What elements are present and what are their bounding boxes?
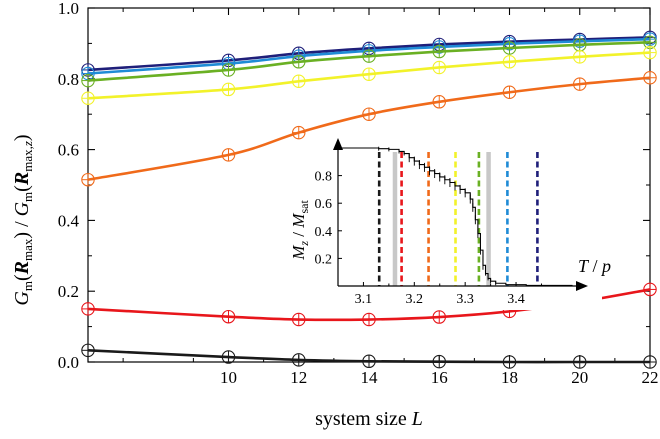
data-point	[432, 44, 446, 59]
x-tick-label: 22	[642, 368, 659, 387]
data-point	[643, 45, 657, 60]
series-4	[81, 70, 657, 187]
data-point	[291, 55, 306, 69]
inset-x-tick-label: 3.3	[456, 292, 474, 307]
data-point	[362, 354, 376, 369]
data-point	[221, 82, 236, 97]
data-point	[432, 310, 446, 324]
y-tick-label: 0.0	[58, 353, 79, 372]
x-tick-label: 16	[431, 368, 448, 387]
data-point	[572, 77, 587, 91]
data-point	[432, 60, 446, 75]
y-tick-label: 0.8	[58, 70, 79, 89]
data-point	[81, 172, 95, 187]
x-tick-label: 12	[290, 368, 307, 387]
x-tick-label: 10	[220, 368, 237, 387]
data-point	[502, 41, 517, 55]
data-point	[291, 74, 306, 89]
data-point	[221, 148, 236, 162]
x-tick-label: 18	[501, 368, 518, 387]
y-axis-label: Gm(Rmax) / Gm(Rmax,z)	[11, 134, 35, 305]
inset-y-tick-label: 0.8	[315, 170, 333, 185]
inset-vlines	[377, 152, 539, 286]
main-series-group	[81, 30, 657, 369]
inset-y-arrow	[333, 138, 343, 150]
data-point	[643, 282, 657, 297]
x-tick-label: 14	[361, 368, 379, 387]
data-point	[221, 309, 236, 324]
data-point	[291, 353, 306, 367]
data-point	[291, 125, 306, 140]
inset-y-tick-label: 0.6	[315, 197, 333, 212]
y-tick-label: 0.2	[58, 282, 79, 301]
inset-x-tick-label: 3.4	[507, 292, 525, 307]
data-point	[643, 355, 657, 369]
inset-series-0	[338, 146, 573, 286]
data-point	[362, 49, 376, 63]
inset-x-tick-label: 3.2	[406, 292, 424, 307]
x-axis-label: system size L	[315, 408, 423, 430]
data-point	[572, 50, 587, 64]
inset-background	[334, 136, 602, 310]
data-point	[81, 91, 95, 106]
inset-y-axis-label: Mz / Msat	[289, 200, 311, 261]
data-point	[572, 38, 587, 52]
series-2	[81, 35, 657, 88]
data-point	[502, 355, 517, 369]
data-point	[362, 107, 376, 121]
inset-x-arrow	[576, 281, 588, 291]
y-tick-label: 0.6	[58, 141, 79, 160]
data-point	[502, 55, 517, 69]
data-point	[81, 302, 95, 316]
y-tick-label: 0.4	[58, 211, 80, 230]
data-point	[572, 355, 587, 369]
data-point	[432, 354, 446, 369]
data-point	[291, 312, 306, 327]
inset-panel	[334, 136, 602, 310]
data-point	[221, 350, 236, 364]
inset-y-tick-label: 0.4	[315, 225, 333, 240]
series-6	[81, 343, 657, 369]
inset-series-group	[338, 146, 573, 286]
data-point	[502, 85, 517, 100]
inset-y-tick-label: 0.2	[315, 252, 333, 267]
inset-x-axis-label: T / p	[578, 256, 611, 276]
data-point	[362, 312, 376, 327]
series-3	[81, 45, 657, 106]
data-point	[81, 73, 95, 88]
data-point	[362, 67, 376, 81]
data-point	[81, 343, 95, 358]
data-point	[643, 70, 657, 85]
data-point	[432, 95, 446, 109]
inset-x-tick-label: 3.1	[355, 292, 373, 307]
inset-axes: 3.1 3.2 3.3 3.4 0.2 0.4 0.6 0.8	[315, 138, 588, 307]
y-tick-label: 1.0	[58, 0, 79, 18]
data-point	[221, 63, 236, 77]
x-tick-label: 20	[571, 368, 588, 387]
